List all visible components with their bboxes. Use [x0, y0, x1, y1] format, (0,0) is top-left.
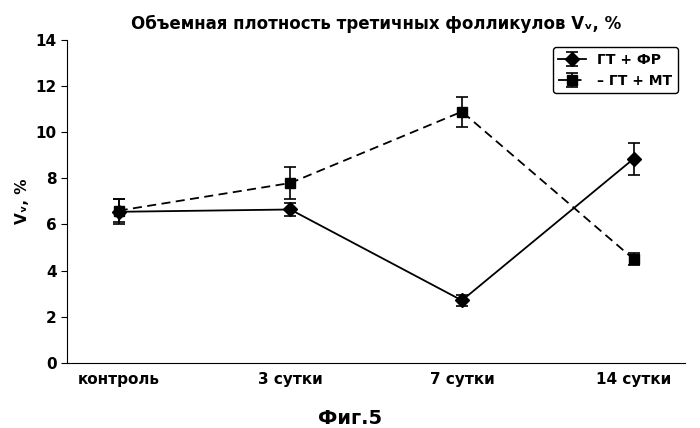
- Legend: ГТ + ФР, – ГТ + МТ: ГТ + ФР, – ГТ + МТ: [553, 47, 678, 93]
- Y-axis label: Vᵥ, %: Vᵥ, %: [15, 178, 30, 224]
- Text: Фиг.5: Фиг.5: [318, 409, 382, 428]
- Title: Объемная плотность третичных фолликулов Vᵥ, %: Объемная плотность третичных фолликулов …: [131, 15, 621, 33]
